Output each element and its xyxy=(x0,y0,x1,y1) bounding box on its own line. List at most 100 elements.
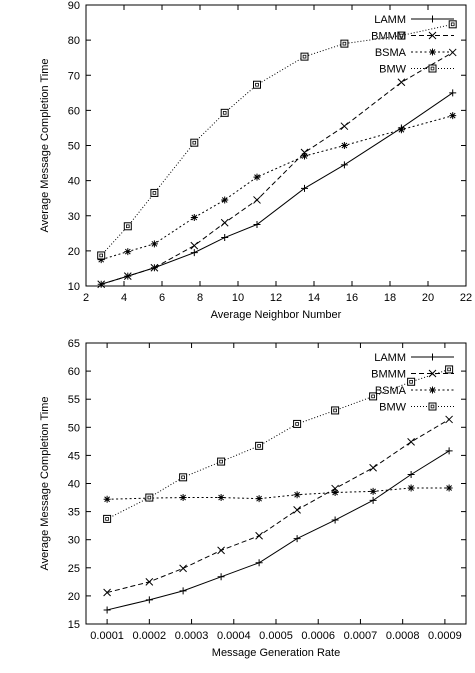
data-point-lamm xyxy=(145,596,153,604)
legend-marker-box xyxy=(428,64,437,73)
data-point-bmw-box xyxy=(407,377,416,386)
series-line-lamm xyxy=(106,450,450,611)
y-tick-label: 20 xyxy=(68,246,80,258)
data-point-bmw-box xyxy=(103,514,112,523)
series-lamm xyxy=(103,447,453,614)
data-point-lamm xyxy=(407,471,415,479)
data-point-bmw-inner xyxy=(255,82,259,87)
data-point-bmw-box xyxy=(255,441,264,450)
series-line-bsma xyxy=(101,115,453,261)
data-point-bmw xyxy=(448,20,457,29)
y-tick-label: 15 xyxy=(68,619,80,631)
data-point-bsma xyxy=(445,484,453,492)
data-point-bmw-inner xyxy=(152,191,157,195)
series-bmmm xyxy=(97,48,457,289)
legend-marker xyxy=(429,48,436,56)
data-point-bmw-box xyxy=(397,31,406,40)
y-tick-label: 45 xyxy=(68,450,80,462)
data-point-bmw-inner xyxy=(257,444,261,448)
legend-label: BMW xyxy=(379,64,407,76)
data-point-bmw xyxy=(340,39,349,48)
legend-marker xyxy=(428,64,437,73)
y-tick-label: 25 xyxy=(68,563,80,575)
data-point-bsma xyxy=(340,142,348,149)
data-point-bmw-box xyxy=(253,80,261,89)
data-point-bmmm xyxy=(217,546,225,555)
series-line-bmmm xyxy=(101,51,453,285)
x-tick-label: 18 xyxy=(384,292,396,304)
series-line-lamm xyxy=(101,92,453,285)
y-tick-label: 40 xyxy=(68,176,80,188)
data-point-lamm xyxy=(217,573,225,581)
data-point-bmw-inner xyxy=(342,41,347,46)
x-tick-label: 0.0005 xyxy=(259,630,293,642)
y-tick-label: 65 xyxy=(68,338,80,350)
data-point-bmmm xyxy=(255,531,263,540)
y-tick-label: 40 xyxy=(68,479,80,491)
data-point-bmw-inner xyxy=(409,379,413,384)
x-tick-label: 0.0004 xyxy=(217,630,251,642)
data-point-bmw-inner xyxy=(147,495,152,500)
y-tick-label: 20 xyxy=(68,591,80,603)
data-point-bmw-box xyxy=(97,251,106,260)
x-tick-label: 22 xyxy=(460,292,472,304)
x-tick-label: 16 xyxy=(346,292,358,304)
data-point-bmw xyxy=(293,419,302,428)
data-point-bmw xyxy=(253,80,261,89)
data-point-bmmm xyxy=(150,263,159,272)
y-axis-label: Average Message Completion Time xyxy=(39,58,51,232)
data-point-lamm xyxy=(255,559,263,567)
legend: LAMM BMMM BSMA BMW xyxy=(371,352,454,414)
x-tick-label: 20 xyxy=(422,292,434,304)
data-point-lamm xyxy=(340,161,348,169)
data-point-bmmm xyxy=(397,78,406,87)
x-axis-label: Message Generation Rate xyxy=(212,647,340,659)
legend: LAMM BMMM BSMA BMW xyxy=(371,14,454,76)
data-point-bmw xyxy=(97,251,106,260)
y-tick-label: 60 xyxy=(68,366,80,378)
legend-label: BSMA xyxy=(375,47,407,59)
data-point-bmw-inner xyxy=(105,517,109,521)
data-point-lamm xyxy=(293,535,301,543)
data-point-lamm xyxy=(331,516,339,524)
data-point-bmw xyxy=(145,493,154,502)
x-tick-label: 0.0002 xyxy=(133,630,167,642)
data-point-bmmm xyxy=(220,218,229,227)
data-point-bmmm xyxy=(300,148,309,157)
data-point-bmmm xyxy=(293,506,301,514)
data-point-bsma xyxy=(407,484,415,492)
x-tick-label: 2 xyxy=(83,292,89,304)
data-point-bsma xyxy=(150,240,158,248)
data-point-bmw xyxy=(331,406,340,415)
data-point-bmw-box xyxy=(145,493,154,502)
data-point-bmw-inner xyxy=(333,408,337,413)
x-tick-label: 0.0001 xyxy=(90,630,124,642)
data-point-bmw-inner xyxy=(222,111,227,115)
data-point-bmw xyxy=(255,441,264,450)
data-point-bsma xyxy=(103,495,111,503)
plot-frame xyxy=(85,4,467,287)
legend-label: BMW xyxy=(379,402,407,414)
data-point-lamm xyxy=(253,221,261,229)
data-point-bmmm xyxy=(369,463,377,472)
x-tick-label: 6 xyxy=(159,292,165,304)
data-point-lamm xyxy=(369,496,377,504)
data-point-bmw-box xyxy=(445,365,454,374)
legend-marker xyxy=(428,402,437,411)
series-bmw xyxy=(97,20,457,260)
data-point-bmw-inner xyxy=(126,224,130,229)
data-point-lamm xyxy=(179,587,187,595)
series-bmw xyxy=(103,365,454,523)
data-point-bmw xyxy=(217,457,226,466)
data-point-bmw xyxy=(150,188,159,197)
x-tick-label: 4 xyxy=(121,292,127,304)
data-point-bmw-inner xyxy=(450,22,455,27)
data-point-bmw-box xyxy=(293,419,302,428)
x-tick-label: 12 xyxy=(270,292,282,304)
legend-marker xyxy=(429,15,436,23)
y-tick-label: 70 xyxy=(68,70,80,82)
data-point-bmw-box xyxy=(369,392,378,401)
data-point-lamm xyxy=(449,89,457,97)
y-tick-label: 60 xyxy=(68,105,80,117)
